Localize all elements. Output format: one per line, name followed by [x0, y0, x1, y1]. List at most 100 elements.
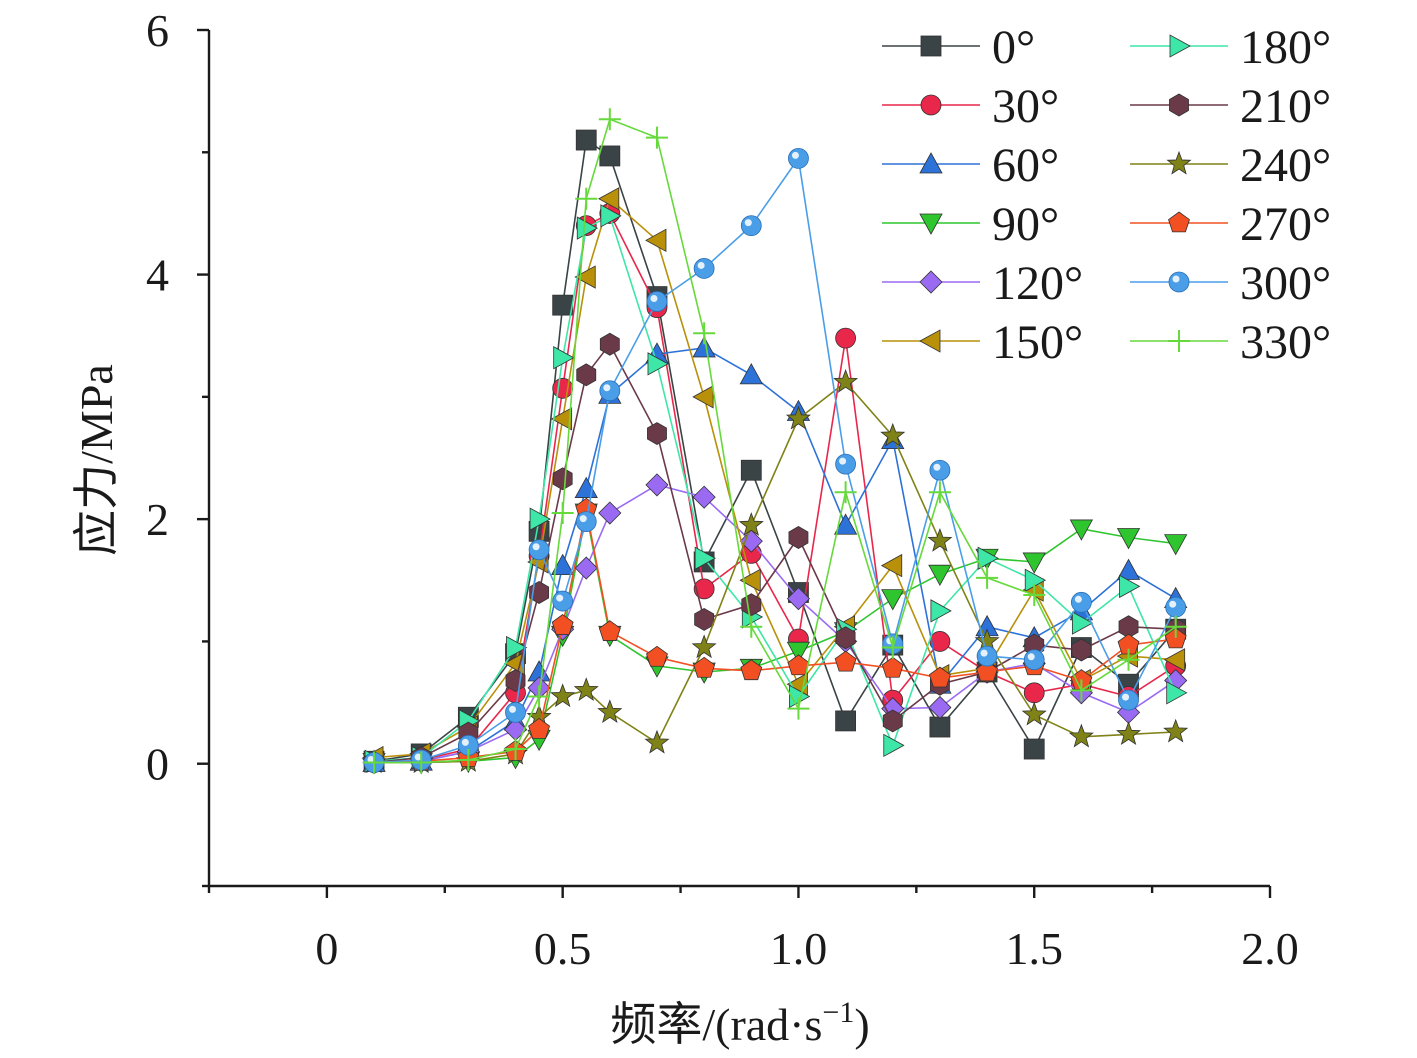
- data-point-highlight: [1122, 693, 1130, 701]
- data-point: [786, 641, 811, 664]
- data-point: [553, 346, 575, 370]
- data-point: [835, 327, 856, 349]
- data-point: [1071, 638, 1092, 662]
- data-point: [834, 481, 857, 504]
- data-point-highlight: [1172, 275, 1180, 283]
- data-point: [1165, 596, 1187, 618]
- data-point: [785, 405, 811, 430]
- x-tick-label: 2.0: [1241, 923, 1299, 974]
- data-point: [646, 291, 668, 312]
- data-point: [1023, 738, 1045, 760]
- legend-label: 300°: [1240, 257, 1331, 310]
- data-point: [1118, 689, 1139, 711]
- data-point: [599, 145, 621, 167]
- data-point: [788, 147, 809, 169]
- data-point: [550, 407, 573, 431]
- data-point: [920, 94, 942, 116]
- data-point: [833, 513, 858, 535]
- y-tick-label: 6: [146, 5, 169, 56]
- data-point-highlight: [579, 515, 587, 523]
- data-point: [693, 258, 715, 279]
- legend-label: 240°: [1240, 139, 1331, 192]
- data-point: [647, 352, 669, 376]
- data-point: [787, 654, 810, 676]
- x-tick-label: 1.0: [770, 923, 828, 974]
- data-point: [529, 507, 551, 531]
- data-point: [930, 599, 952, 623]
- data-point: [919, 270, 943, 294]
- data-point: [740, 615, 763, 638]
- data-point: [692, 385, 714, 409]
- data-point-highlight: [603, 384, 611, 392]
- legend-label: 210°: [1240, 80, 1331, 133]
- series-layer: [361, 108, 1189, 775]
- legend-label: 180°: [1240, 21, 1331, 74]
- series-line: [374, 118, 1177, 764]
- y-tick-label: 0: [146, 739, 169, 790]
- legend-entry: 30°: [882, 80, 1059, 133]
- data-point: [977, 546, 999, 570]
- data-point: [786, 587, 811, 611]
- series-line: [373, 347, 1177, 764]
- data-point: [575, 129, 597, 151]
- data-point: [1070, 591, 1092, 613]
- data-point: [694, 607, 715, 631]
- data-point: [1117, 648, 1140, 671]
- data-point: [528, 717, 551, 739]
- series-line: [373, 138, 1177, 763]
- data-point: [740, 215, 762, 237]
- data-point: [919, 152, 943, 174]
- data-point-highlight: [461, 738, 469, 746]
- data-point: [1069, 519, 1094, 541]
- legend-entry: 0°: [882, 21, 1035, 74]
- data-point: [1163, 718, 1189, 743]
- legend-label: 150°: [992, 316, 1083, 369]
- legend-label: 0°: [992, 21, 1035, 74]
- data-point-highlight: [367, 755, 375, 763]
- data-point: [645, 126, 668, 149]
- data-point: [599, 380, 621, 402]
- data-point: [835, 710, 856, 732]
- data-point: [881, 589, 905, 611]
- x-tick-label: 1.5: [1005, 923, 1063, 974]
- data-point: [1068, 723, 1094, 748]
- data-point: [880, 553, 903, 578]
- data-point: [506, 635, 528, 660]
- data-point: [504, 738, 527, 761]
- y-tick-label: 4: [146, 250, 169, 301]
- data-point: [598, 620, 621, 641]
- ticks: 0 0.5 1.0 1.5 2.0 0 2 4 6: [146, 5, 1299, 974]
- data-point-highlight: [980, 649, 988, 657]
- data-point: [1070, 679, 1093, 702]
- data-point-highlight: [839, 457, 847, 465]
- legend-entry: 150°: [882, 316, 1083, 369]
- series-line: [373, 342, 1176, 764]
- data-point: [1164, 627, 1187, 649]
- y-tick-label: 2: [146, 494, 169, 545]
- legend-label: 60°: [992, 139, 1059, 192]
- legend-entry: 120°: [882, 257, 1083, 310]
- data-point-highlight: [791, 151, 799, 159]
- data-point: [598, 501, 622, 525]
- data-point: [739, 529, 763, 553]
- data-point: [574, 265, 596, 289]
- data-point: [1166, 150, 1192, 175]
- data-point: [598, 108, 621, 131]
- data-point: [576, 216, 599, 240]
- data-point-highlight: [744, 219, 752, 227]
- data-point: [599, 332, 620, 356]
- data-point-highlight: [509, 705, 517, 713]
- data-point: [1163, 648, 1186, 672]
- data-point: [1023, 583, 1046, 606]
- data-point: [647, 422, 667, 446]
- data-point: [976, 645, 998, 667]
- data-point: [1022, 552, 1046, 574]
- data-point: [573, 677, 599, 701]
- data-point: [457, 749, 480, 772]
- series: [362, 336, 1188, 772]
- data-point-highlight: [414, 753, 422, 761]
- data-point: [919, 213, 943, 235]
- data-point: [928, 695, 952, 720]
- data-point: [834, 650, 857, 672]
